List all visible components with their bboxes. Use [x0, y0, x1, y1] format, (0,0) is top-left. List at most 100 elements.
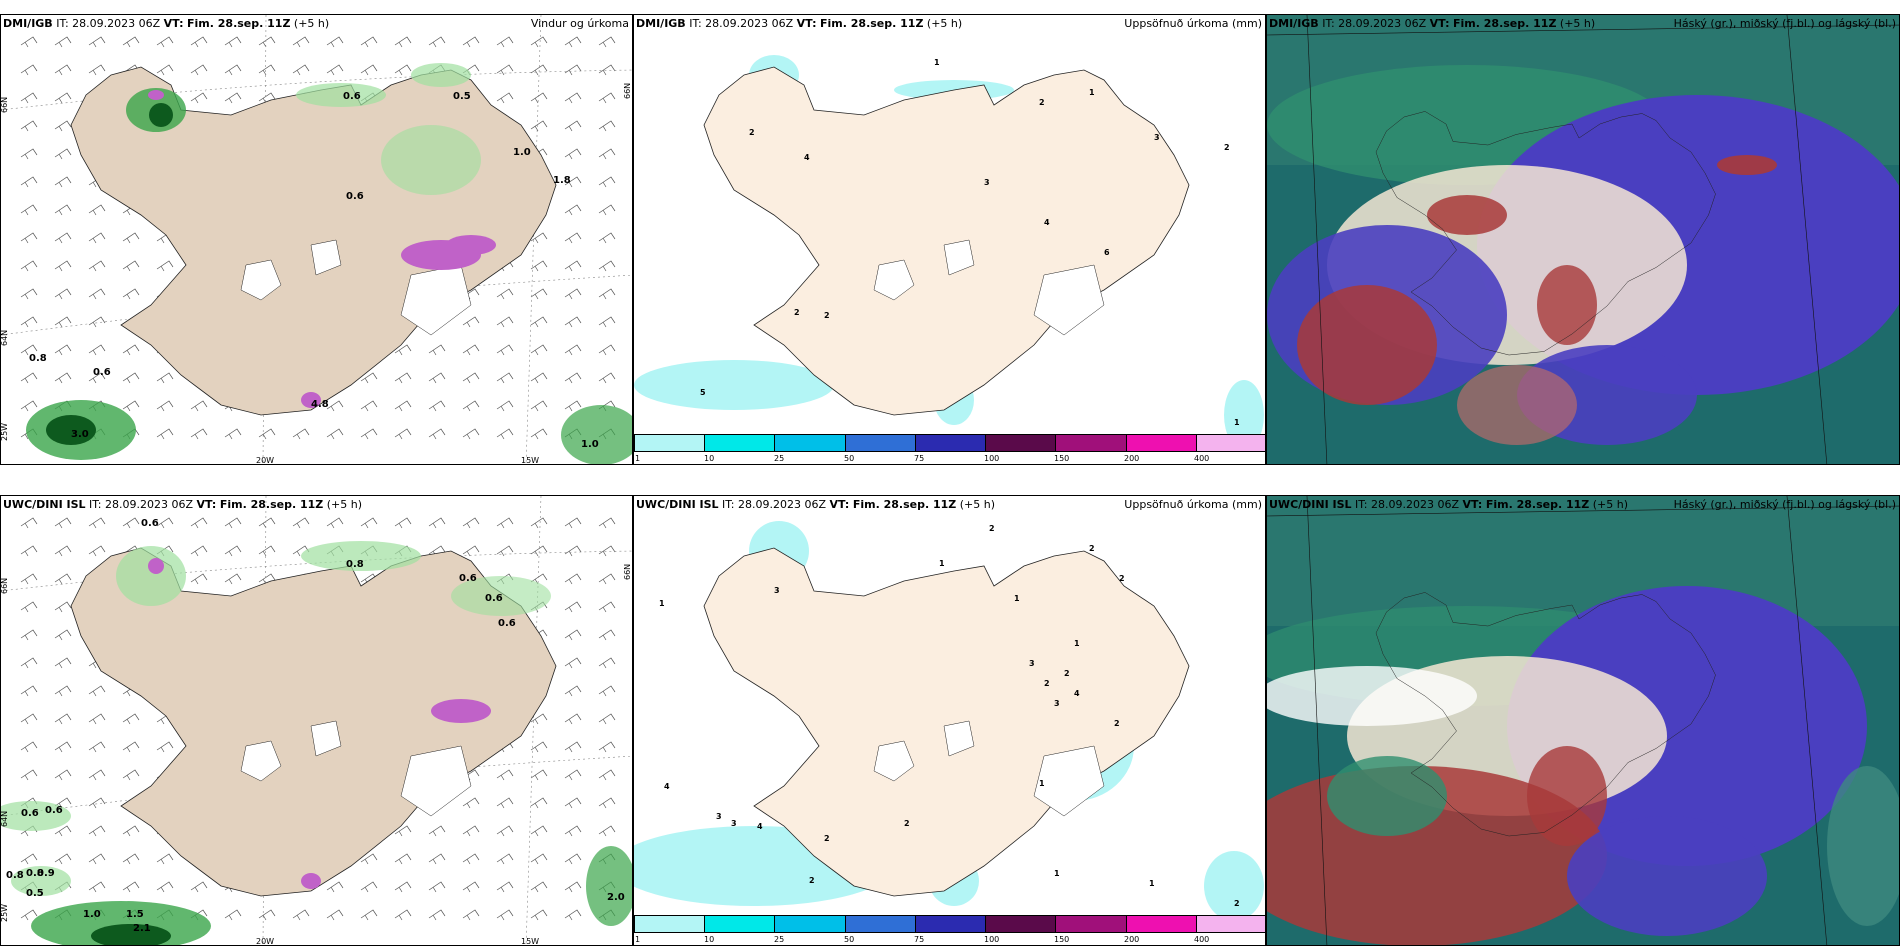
- wind-barb: [564, 316, 582, 328]
- wind-barb: [564, 400, 582, 412]
- wind-barb: [156, 372, 174, 384]
- wind-barb: [326, 400, 344, 412]
- wind-barb: [496, 288, 514, 300]
- wind-barb: [462, 909, 480, 921]
- wind-barb: [564, 601, 582, 613]
- svg-text:2: 2: [1039, 98, 1045, 107]
- map-clouds-uwc: [1267, 496, 1899, 945]
- svg-text:15W: 15W: [521, 456, 539, 465]
- svg-text:1.0: 1.0: [83, 909, 101, 920]
- wind-barb: [530, 120, 548, 132]
- svg-text:0.6: 0.6: [45, 805, 63, 816]
- wind-barb: [564, 64, 582, 76]
- wind-barb: [428, 344, 446, 356]
- wind-barb: [20, 260, 38, 272]
- wind-barb: [20, 629, 38, 641]
- colorbar-tick: 200: [1124, 935, 1140, 944]
- wind-barb: [360, 372, 378, 384]
- wind-barb: [496, 769, 514, 781]
- wind-barb: [156, 881, 174, 893]
- wind-barb: [564, 517, 582, 529]
- svg-text:1.8: 1.8: [553, 175, 571, 186]
- wind-barb: [54, 657, 72, 669]
- wind-barb: [564, 881, 582, 893]
- svg-text:1: 1: [939, 559, 945, 568]
- svg-text:1.0: 1.0: [513, 147, 531, 158]
- colorbar-tick: 100: [984, 454, 1000, 463]
- wind-barb: [292, 428, 310, 440]
- colorbar-tick: 75: [914, 454, 925, 463]
- wind-barb: [20, 64, 38, 76]
- wind-barb: [54, 120, 72, 132]
- wind-barb: [20, 713, 38, 725]
- wind-barb: [530, 344, 548, 356]
- wind-barb: [428, 881, 446, 893]
- wind-barb: [496, 545, 514, 557]
- wind-barb: [598, 713, 616, 725]
- colorbar: [634, 915, 1265, 933]
- wind-barb: [122, 881, 140, 893]
- svg-text:1: 1: [1014, 594, 1020, 603]
- wind-barb: [20, 517, 38, 529]
- svg-text:20W: 20W: [256, 937, 274, 946]
- wind-barb: [564, 545, 582, 557]
- wind-barb: [54, 36, 72, 48]
- wind-barb: [54, 92, 72, 104]
- wind-barb: [88, 825, 106, 837]
- wind-barb: [564, 260, 582, 272]
- colorbar-tick: 25: [774, 935, 785, 944]
- svg-text:3: 3: [731, 819, 737, 828]
- wind-barb: [564, 825, 582, 837]
- svg-text:0.5: 0.5: [26, 888, 44, 899]
- panel-clouds-dmi: DMI/IGB IT: 28.09.2023 06Z VT: Fim. 28.s…: [1266, 14, 1900, 465]
- wind-barb: [496, 64, 514, 76]
- wind-barb: [88, 36, 106, 48]
- wind-barb: [88, 881, 106, 893]
- svg-text:2: 2: [1089, 544, 1095, 553]
- svg-text:66N: 66N: [1, 97, 9, 113]
- wind-barb: [20, 316, 38, 328]
- wind-barb: [20, 769, 38, 781]
- wind-barb: [530, 881, 548, 893]
- colorbar-tick: 75: [914, 935, 925, 944]
- wind-barb: [598, 517, 616, 529]
- wind-barb: [88, 741, 106, 753]
- wind-barb: [598, 176, 616, 188]
- wind-barb: [598, 629, 616, 641]
- svg-text:1: 1: [1149, 879, 1155, 888]
- wind-barb: [88, 260, 106, 272]
- colorbar-bin: [635, 916, 706, 932]
- wind-barb: [88, 316, 106, 328]
- wind-barb: [564, 629, 582, 641]
- precip-purple: [148, 558, 491, 889]
- wind-barb: [88, 372, 106, 384]
- wind-barb: [20, 545, 38, 557]
- svg-text:2: 2: [989, 524, 995, 533]
- svg-text:0.6: 0.6: [485, 593, 503, 604]
- svg-text:4.8: 4.8: [311, 399, 329, 410]
- wind-barb: [88, 545, 106, 557]
- svg-text:0.8: 0.8: [26, 868, 44, 879]
- colorbar-bin: [845, 916, 916, 932]
- wind-barb: [462, 344, 480, 356]
- panel-header: UWC/DINI ISL IT: 28.09.2023 06Z VT: Fim.…: [3, 498, 363, 511]
- wind-barb: [530, 260, 548, 272]
- colorbar-tick: 150: [1054, 935, 1070, 944]
- svg-text:0.8: 0.8: [346, 559, 364, 570]
- wind-barb: [156, 64, 174, 76]
- svg-text:1: 1: [1074, 639, 1080, 648]
- colorbar-tick: 1: [635, 935, 641, 944]
- svg-text:1.0: 1.0: [581, 439, 599, 450]
- wind-barb: [530, 825, 548, 837]
- wind-barb: [564, 909, 582, 921]
- glaciers: [240, 720, 472, 817]
- wind-barb: [190, 400, 208, 412]
- wind-barb: [54, 769, 72, 781]
- wind-barb: [530, 92, 548, 104]
- wind-barb: [326, 909, 344, 921]
- wind-barb: [20, 657, 38, 669]
- wind-barb: [530, 400, 548, 412]
- wind-barb: [530, 769, 548, 781]
- map-accum-precip-uwc: 2 1 2 3 1 1 2 3 2 1 2 3 4 2 4 3 3 4 2 1 …: [634, 496, 1265, 945]
- wind-barb: [326, 881, 344, 893]
